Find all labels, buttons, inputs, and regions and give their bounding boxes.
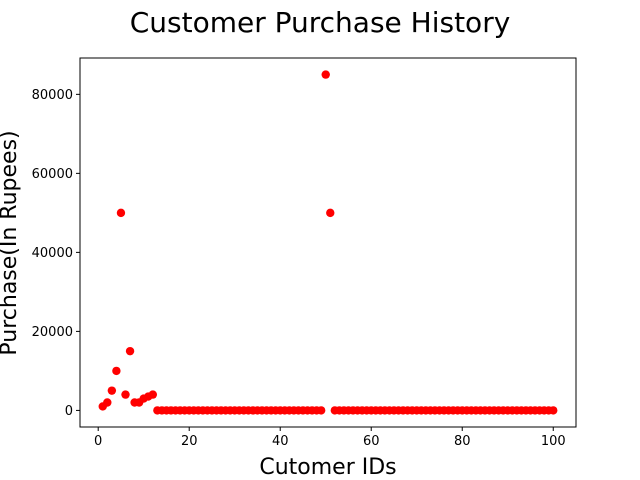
y-tick-label: 80000 [32,88,73,103]
x-tick-label: 40 [272,434,289,449]
data-point [125,346,135,356]
y-tick-label: 20000 [32,325,73,340]
data-point [316,406,326,415]
y-tick-label: 60000 [32,167,73,182]
x-tick-label: 20 [181,434,198,449]
y-tick-label: 0 [65,404,73,419]
x-tick-label: 80 [454,434,471,449]
x-tick-label: 100 [541,434,566,449]
chart-title: Customer Purchase History [130,6,511,39]
data-point [321,70,330,79]
data-point [107,386,117,395]
x-tick-label: 0 [94,434,102,449]
data-point [549,406,558,415]
y-axis-label: Purchase(In Rupees) [0,130,22,355]
data-point [116,208,126,218]
y-tick-label: 40000 [32,246,73,261]
data-point [103,398,112,407]
data-point [112,366,121,376]
x-axis-label: Cutomer IDs [259,455,396,480]
data-point [121,390,130,399]
x-tick-label: 60 [363,434,380,449]
axes-frame [79,57,577,428]
data-point [326,208,335,218]
plot-area: 0 20 40 60 80 100 0 20000 40000 60000 80000 [32,57,577,449]
data-point [148,390,158,399]
